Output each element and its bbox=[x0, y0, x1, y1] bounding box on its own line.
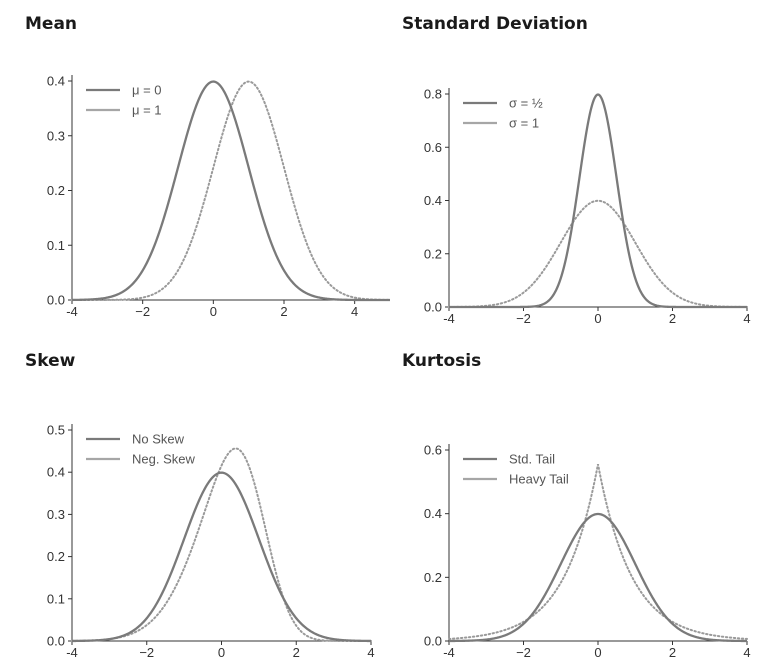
y-tick-label: 0.2 bbox=[47, 549, 65, 564]
series-line-2 bbox=[448, 199, 748, 308]
x-tick-label: 4 bbox=[367, 645, 374, 660]
x-tick-label: 2 bbox=[669, 311, 676, 326]
panel-title-skew: Skew bbox=[25, 351, 76, 371]
x-tick-label: -4 bbox=[443, 645, 455, 660]
series-line-1 bbox=[71, 80, 390, 302]
panel-title-std-dev: Standard Deviation bbox=[402, 14, 588, 34]
series-line-1 bbox=[72, 471, 371, 643]
y-tick-label: 0.3 bbox=[47, 507, 65, 522]
y-tick-label: 0.2 bbox=[424, 246, 442, 261]
panel-title-mean: Mean bbox=[25, 14, 78, 34]
legend-label-1: μ = 0 bbox=[132, 83, 162, 98]
x-tick-label: -4 bbox=[443, 311, 455, 326]
legend-label-2: σ = 1 bbox=[509, 116, 539, 131]
y-tick-label: 0.4 bbox=[47, 465, 65, 480]
panel-title-kurtosis: Kurtosis bbox=[402, 351, 482, 371]
series-line-1 bbox=[448, 512, 748, 643]
x-tick-label: 2 bbox=[669, 645, 676, 660]
x-tick-label: -4 bbox=[66, 304, 78, 319]
legend-label-1: σ = ½ bbox=[509, 96, 543, 111]
legend-label-1: No Skew bbox=[132, 432, 185, 447]
legend-label-1: Std. Tail bbox=[509, 452, 555, 467]
x-tick-label: −2 bbox=[139, 645, 154, 660]
series-line-2 bbox=[448, 463, 748, 640]
y-tick-label: 0.4 bbox=[424, 193, 442, 208]
legend: μ = 0 μ = 1 bbox=[86, 83, 162, 118]
y-tick-label: 0.4 bbox=[424, 506, 442, 521]
y-tick-label: 0.1 bbox=[47, 591, 65, 606]
x-tick-label: 4 bbox=[743, 645, 750, 660]
x-tick-label: 4 bbox=[351, 304, 358, 319]
y-tick-label: 0.8 bbox=[424, 87, 442, 102]
y-tick-label: 0.5 bbox=[47, 423, 65, 438]
x-tick-label: −2 bbox=[516, 311, 531, 326]
x-tick-label: 0 bbox=[210, 304, 217, 319]
series-line-1 bbox=[449, 93, 747, 309]
legend: Std. Tail Heavy Tail bbox=[463, 452, 569, 487]
y-tick-label: 0.4 bbox=[47, 74, 65, 89]
legend: σ = ½ σ = 1 bbox=[463, 96, 543, 131]
axes: -4 −2 0 2 4 0.0 0.2 0.4 0.6 bbox=[424, 443, 751, 661]
x-tick-label: 2 bbox=[293, 645, 300, 660]
x-tick-label: 0 bbox=[594, 645, 601, 660]
legend-label-2: Heavy Tail bbox=[509, 472, 569, 487]
y-tick-label: 0.6 bbox=[424, 443, 442, 458]
y-tick-label: 0.2 bbox=[424, 570, 442, 585]
y-tick-label: 0.2 bbox=[47, 183, 65, 198]
x-tick-label: 0 bbox=[218, 645, 225, 660]
y-tick-label: 0.6 bbox=[424, 140, 442, 155]
x-tick-label: −2 bbox=[135, 304, 150, 319]
x-tick-label: 0 bbox=[594, 311, 601, 326]
y-tick-label: 0.0 bbox=[47, 293, 65, 308]
y-tick-label: 0.3 bbox=[47, 128, 65, 143]
x-tick-label: 4 bbox=[743, 311, 750, 326]
y-tick-label: 0.0 bbox=[47, 634, 65, 649]
legend: No Skew Neg. Skew bbox=[86, 432, 195, 467]
x-tick-label: −2 bbox=[516, 645, 531, 660]
legend-label-2: Neg. Skew bbox=[132, 452, 195, 467]
axes: -4 −2 0 2 4 0.0 0.1 0.2 0.3 0.4 bbox=[47, 74, 390, 319]
legend-label-2: μ = 1 bbox=[132, 103, 162, 118]
y-tick-label: 0.0 bbox=[424, 634, 442, 649]
y-tick-label: 0.0 bbox=[424, 300, 442, 315]
x-tick-label: 2 bbox=[280, 304, 287, 319]
x-tick-label: -4 bbox=[66, 645, 78, 660]
y-tick-label: 0.1 bbox=[47, 238, 65, 253]
axes: -4 −2 0 2 4 0.0 0.1 0.2 0.3 0.4 0.5 bbox=[47, 423, 375, 661]
